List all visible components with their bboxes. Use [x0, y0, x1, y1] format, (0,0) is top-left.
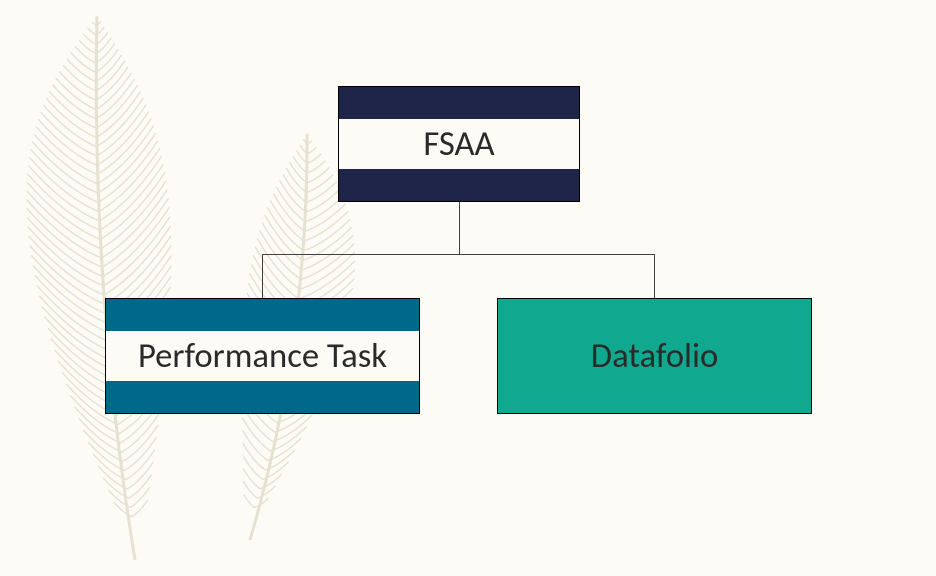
connector-horizontal [262, 254, 655, 255]
node-datafolio-label: Datafolio [498, 331, 811, 381]
node-root: FSAA [338, 86, 580, 202]
node-performance-task-label: Performance Task [106, 331, 419, 381]
node-datafolio: Datafolio [497, 298, 812, 414]
node-root-label: FSAA [339, 119, 579, 169]
slide: FSAA Performance Task Datafolio [0, 0, 936, 576]
connector-to-left [262, 254, 263, 298]
connector-root-down [459, 202, 460, 254]
node-performance-task: Performance Task [105, 298, 420, 414]
connector-to-right [654, 254, 655, 298]
